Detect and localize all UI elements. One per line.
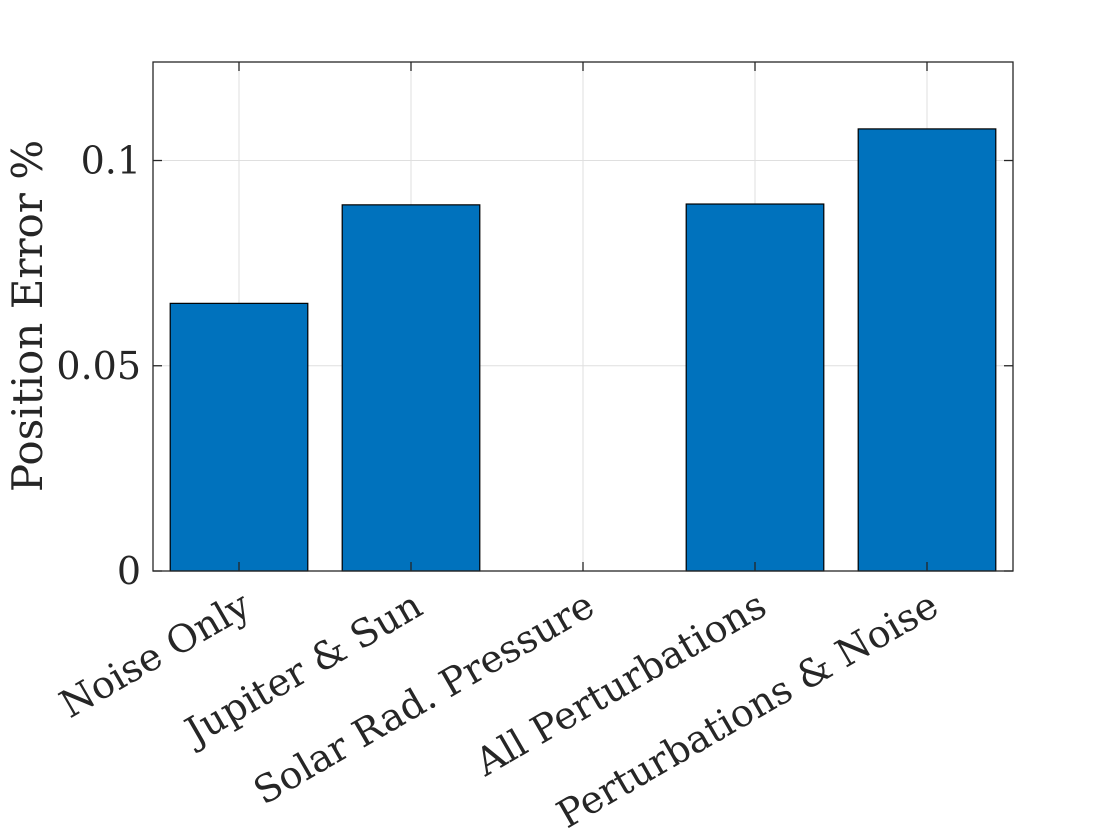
y-axis-label: Position Error % xyxy=(3,140,52,492)
y-tick-label: 0.05 xyxy=(56,344,141,388)
y-tick-labels: 0 0.05 0.1 xyxy=(56,139,141,593)
bar-5 xyxy=(857,128,997,572)
bars xyxy=(169,128,997,572)
bar-4 xyxy=(685,203,825,572)
bar-2 xyxy=(341,204,481,572)
bar-1 xyxy=(169,302,309,572)
tick-marks xyxy=(153,62,1013,572)
y-tick-label: 0.1 xyxy=(81,139,141,183)
y-tick-label: 0 xyxy=(117,549,141,593)
